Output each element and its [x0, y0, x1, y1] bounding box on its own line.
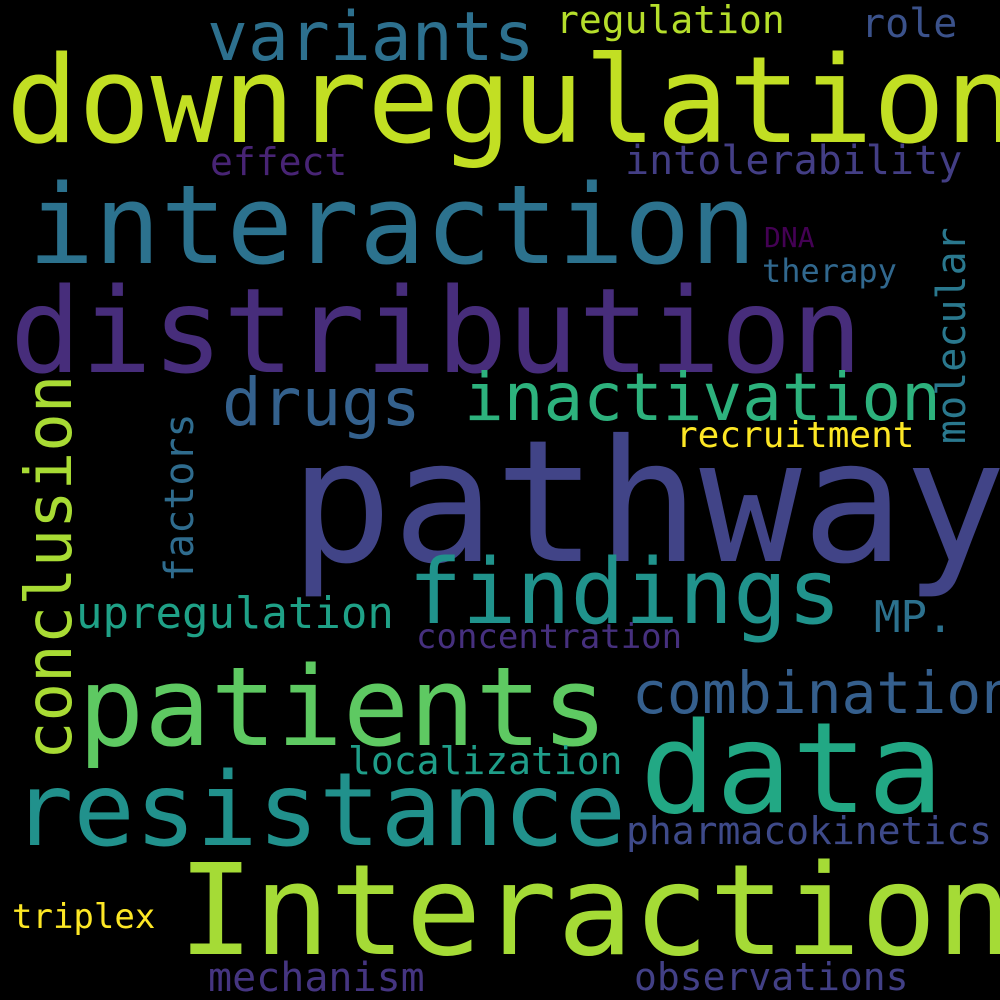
- word-patients: patients: [78, 643, 608, 771]
- word-drugs: drugs: [222, 364, 421, 441]
- word-effect: effect: [210, 140, 348, 184]
- word-role: role: [861, 1, 958, 47]
- word-variants: variants: [207, 0, 535, 77]
- word-mechanism: mechanism: [208, 955, 425, 1000]
- word-intolerability: intolerability: [625, 138, 963, 184]
- word-downregulation: downregulation: [6, 32, 1000, 171]
- word-recruitment: recruitment: [676, 415, 915, 456]
- word-regulation: regulation: [556, 0, 785, 42]
- word-mp: MP.: [874, 592, 954, 643]
- word-factors: factors: [157, 413, 203, 582]
- word-observations: observations: [634, 955, 909, 999]
- word-data: data: [640, 695, 944, 842]
- word-findings: findings: [408, 540, 842, 645]
- word-concentration: concentration: [416, 617, 683, 657]
- word-upregulation: upregulation: [76, 588, 394, 639]
- word-interaction-capital: Interaction: [178, 837, 1000, 984]
- word-conclusion: conclusion: [13, 374, 87, 760]
- word-therapy: therapy: [762, 252, 897, 290]
- word-inactivation: inactivation: [464, 359, 941, 436]
- word-dna: DNA: [764, 221, 815, 254]
- word-triplex: triplex: [12, 897, 156, 937]
- word-localization: localization: [348, 739, 623, 783]
- word-resistance: resistance: [12, 751, 627, 870]
- word-interaction: interaction: [28, 161, 757, 289]
- word-pharmacokinetics: pharmacokinetics: [626, 809, 993, 853]
- word-distribution: distribution: [10, 262, 863, 400]
- word-pathway: pathway: [290, 404, 1000, 602]
- word-combination: combination: [632, 659, 1000, 727]
